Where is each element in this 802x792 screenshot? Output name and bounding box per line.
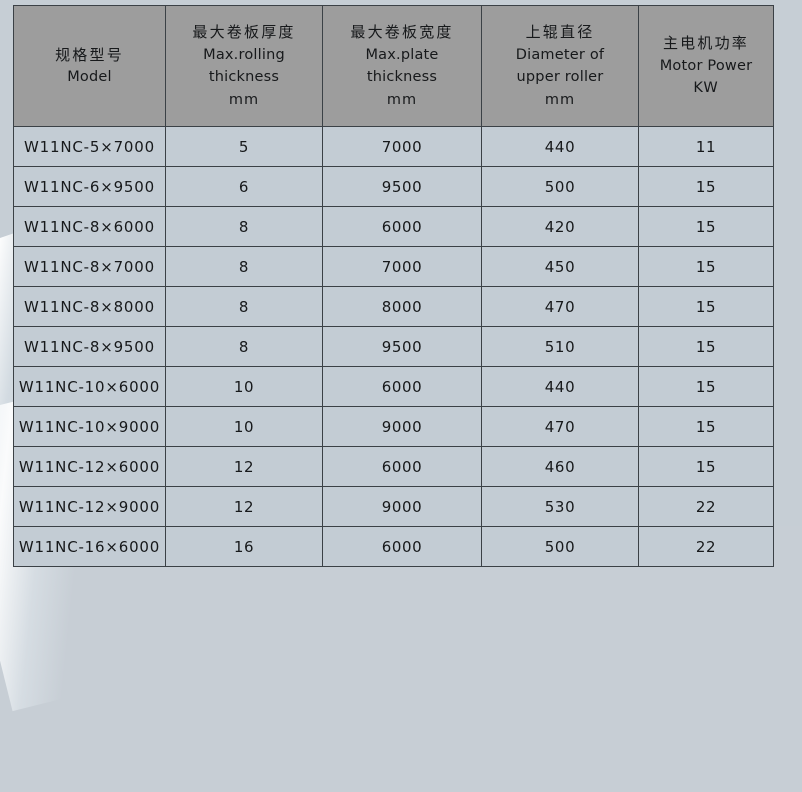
cell-model: W11NC-10×6000 <box>13 366 166 407</box>
cell-roller-diameter: 440 <box>481 126 639 167</box>
cell-rolling-thickness: 12 <box>165 486 323 527</box>
cell-motor-power: 15 <box>638 246 774 287</box>
column-header-model: 规格型号 Model <box>13 5 166 127</box>
column-header-motor-power: 主电机功率 Motor Power KW <box>638 5 774 127</box>
table-row: W11NC-8×9500 8 9500 510 15 <box>13 326 774 367</box>
cell-rolling-thickness: 6 <box>165 166 323 207</box>
cell-plate-width: 7000 <box>322 126 482 167</box>
cell-rolling-thickness: 8 <box>165 246 323 287</box>
column-header-model-cn: 规格型号 <box>55 45 124 64</box>
column-header-rolling-thickness-unit: mm <box>228 91 260 108</box>
cell-motor-power: 15 <box>638 286 774 327</box>
cell-plate-width: 9500 <box>322 326 482 367</box>
cell-model: W11NC-6×9500 <box>13 166 166 207</box>
cell-plate-width: 8000 <box>322 286 482 327</box>
column-header-rolling-thickness-en1: Max.rolling <box>203 46 285 63</box>
cell-motor-power: 15 <box>638 406 774 447</box>
table-row: W11NC-16×6000 16 6000 500 22 <box>13 526 774 567</box>
table-body: W11NC-5×7000 5 7000 440 11 W11NC-6×9500 6 9500 5… <box>13 126 774 567</box>
column-header-plate-width-cn: 最大卷板宽度 <box>350 23 454 41</box>
cell-roller-diameter: 440 <box>481 366 639 407</box>
cell-motor-power: 22 <box>638 486 774 527</box>
column-header-roller-diameter-en2: upper roller <box>516 69 604 85</box>
cell-roller-diameter: 420 <box>481 206 639 247</box>
cell-roller-diameter: 530 <box>481 486 639 527</box>
cell-roller-diameter: 500 <box>481 526 639 567</box>
cell-plate-width: 9500 <box>322 166 482 207</box>
table-row: W11NC-12×6000 12 6000 460 15 <box>13 446 774 487</box>
column-header-plate-width-unit: mm <box>386 91 418 108</box>
cell-rolling-thickness: 8 <box>165 206 323 247</box>
cell-rolling-thickness: 10 <box>165 406 323 447</box>
column-header-roller-diameter-unit: mm <box>544 91 576 108</box>
column-header-motor-power-en1: Motor Power <box>659 57 753 74</box>
column-header-plate-width-en1: Max.plate <box>365 46 439 63</box>
cell-roller-diameter: 470 <box>481 286 639 327</box>
table-row: W11NC-8×7000 8 7000 450 15 <box>13 246 774 287</box>
column-header-model-en: Model <box>67 69 112 85</box>
cell-motor-power: 15 <box>638 166 774 207</box>
cell-roller-diameter: 500 <box>481 166 639 207</box>
cell-model: W11NC-10×9000 <box>13 406 166 447</box>
column-header-roller-diameter: 上辊直径 Diameter of upper roller mm <box>481 5 639 127</box>
cell-model: W11NC-12×9000 <box>13 486 166 527</box>
cell-plate-width: 7000 <box>322 246 482 287</box>
table-row: W11NC-8×6000 8 6000 420 15 <box>13 206 774 247</box>
cell-model: W11NC-8×8000 <box>13 286 166 327</box>
column-header-plate-width: 最大卷板宽度 Max.plate thickness mm <box>322 5 482 127</box>
cell-plate-width: 9000 <box>322 406 482 447</box>
cell-model: W11NC-8×6000 <box>13 206 166 247</box>
specifications-table: 规格型号 Model 最大卷板厚度 Max.rolling thickness … <box>13 5 774 567</box>
cell-model: W11NC-5×7000 <box>13 126 166 167</box>
cell-roller-diameter: 460 <box>481 446 639 487</box>
cell-plate-width: 9000 <box>322 486 482 527</box>
column-header-motor-power-cn: 主电机功率 <box>662 34 749 53</box>
table-row: W11NC-10×9000 10 9000 470 15 <box>13 406 774 447</box>
cell-roller-diameter: 470 <box>481 406 639 447</box>
column-header-motor-power-unit: KW <box>693 80 719 97</box>
cell-roller-diameter: 450 <box>481 246 639 287</box>
cell-roller-diameter: 510 <box>481 326 639 367</box>
column-header-plate-width-en2: thickness <box>366 69 438 85</box>
cell-rolling-thickness: 12 <box>165 446 323 487</box>
cell-motor-power: 15 <box>638 446 774 487</box>
cell-plate-width: 6000 <box>322 366 482 407</box>
header-row: 规格型号 Model 最大卷板厚度 Max.rolling thickness … <box>13 5 774 127</box>
cell-motor-power: 15 <box>638 206 774 247</box>
cell-plate-width: 6000 <box>322 206 482 247</box>
cell-rolling-thickness: 10 <box>165 366 323 407</box>
table-row: W11NC-6×9500 6 9500 500 15 <box>13 166 774 207</box>
table-row: W11NC-12×9000 12 9000 530 22 <box>13 486 774 527</box>
cell-motor-power: 15 <box>638 326 774 367</box>
cell-model: W11NC-16×6000 <box>13 526 166 567</box>
cell-model: W11NC-12×6000 <box>13 446 166 487</box>
table-header: 规格型号 Model 最大卷板厚度 Max.rolling thickness … <box>13 5 774 127</box>
cell-rolling-thickness: 8 <box>165 286 323 327</box>
table-row: W11NC-8×8000 8 8000 470 15 <box>13 286 774 327</box>
cell-motor-power: 11 <box>638 126 774 167</box>
column-header-rolling-thickness-cn: 最大卷板厚度 <box>192 23 296 41</box>
cell-motor-power: 15 <box>638 366 774 407</box>
column-header-roller-diameter-cn: 上辊直径 <box>525 23 595 41</box>
cell-rolling-thickness: 8 <box>165 326 323 367</box>
column-header-roller-diameter-en1: Diameter of <box>515 46 605 63</box>
table-row: W11NC-10×6000 10 6000 440 15 <box>13 366 774 407</box>
cell-plate-width: 6000 <box>322 446 482 487</box>
cell-rolling-thickness: 16 <box>165 526 323 567</box>
column-header-rolling-thickness: 最大卷板厚度 Max.rolling thickness mm <box>165 5 323 127</box>
column-header-rolling-thickness-en2: thickness <box>208 69 280 85</box>
cell-model: W11NC-8×9500 <box>13 326 166 367</box>
cell-model: W11NC-8×7000 <box>13 246 166 287</box>
table-row: W11NC-5×7000 5 7000 440 11 <box>13 126 774 167</box>
cell-rolling-thickness: 5 <box>165 126 323 167</box>
cell-plate-width: 6000 <box>322 526 482 567</box>
cell-motor-power: 22 <box>638 526 774 567</box>
